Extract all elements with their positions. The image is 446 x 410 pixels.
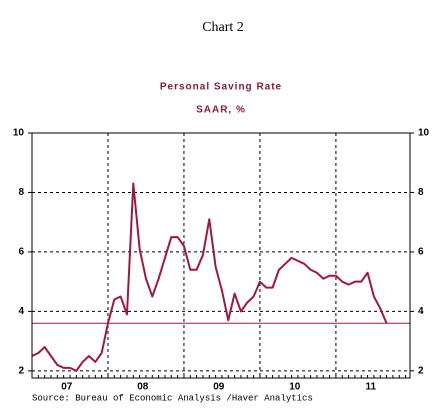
x-tick-label: 07 <box>61 382 73 393</box>
y2-tick-label: 8 <box>418 187 424 198</box>
y-tick-label: 6 <box>18 247 24 258</box>
chart-label: Chart 2 <box>202 20 244 35</box>
y2-tick-label: 10 <box>418 128 430 139</box>
y-tick-label: 8 <box>18 187 24 198</box>
y-tick-label: 2 <box>18 366 24 377</box>
chart-subtitle: SAAR, % <box>196 105 246 116</box>
x-tick-label: 11 <box>365 382 376 393</box>
y-tick-label: 10 <box>13 128 25 139</box>
plot-frame <box>31 132 411 379</box>
y2-tick-label: 6 <box>418 247 424 258</box>
y2-tick-label: 2 <box>418 366 424 377</box>
x-tick-label: 09 <box>213 382 225 393</box>
data-line <box>31 182 388 372</box>
chart-title: Personal Saving Rate <box>160 82 282 93</box>
source-note: Source: Bureau of Economic Analysis /Hav… <box>32 393 313 403</box>
x-tick-label: 10 <box>289 382 301 393</box>
x-tick-label: 08 <box>137 382 149 393</box>
y2-tick-label: 4 <box>418 306 424 317</box>
y-tick-label: 4 <box>18 306 24 317</box>
